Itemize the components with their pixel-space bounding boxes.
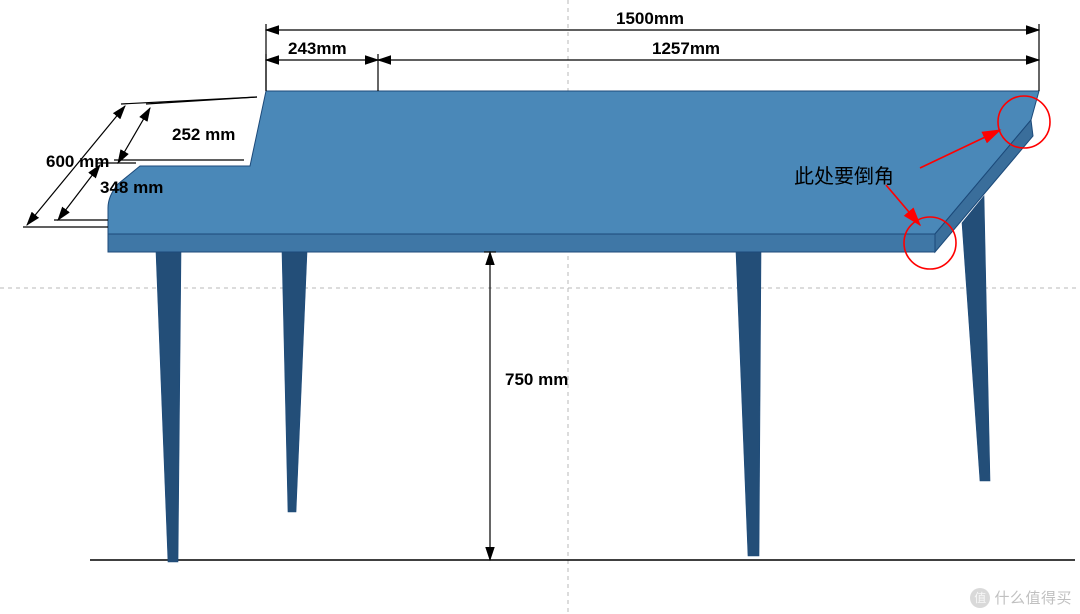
- watermark: 值 什么值得买: [970, 587, 1072, 608]
- dim-height: [484, 252, 496, 560]
- watermark-badge: 值: [970, 588, 990, 608]
- table-front-edge: [108, 234, 935, 252]
- label-depth-252: 252 mm: [172, 125, 235, 145]
- label-main-width: 1257mm: [652, 39, 720, 59]
- label-depth-348: 348 mm: [100, 178, 163, 198]
- diagram-svg: [0, 0, 1080, 614]
- watermark-text: 什么值得买: [994, 587, 1072, 608]
- label-total-width: 1500mm: [616, 9, 684, 29]
- label-depth-600: 600 mm: [46, 152, 109, 172]
- label-height: 750 mm: [505, 370, 568, 390]
- label-notch-width: 243mm: [288, 39, 347, 59]
- dim-notch-width: [266, 54, 378, 91]
- diagram-canvas: 1500mm 243mm 1257mm 252 mm 348 mm 600 mm…: [0, 0, 1080, 614]
- table-top: [108, 91, 1039, 234]
- annotation-text: 此处要倒角: [794, 160, 894, 189]
